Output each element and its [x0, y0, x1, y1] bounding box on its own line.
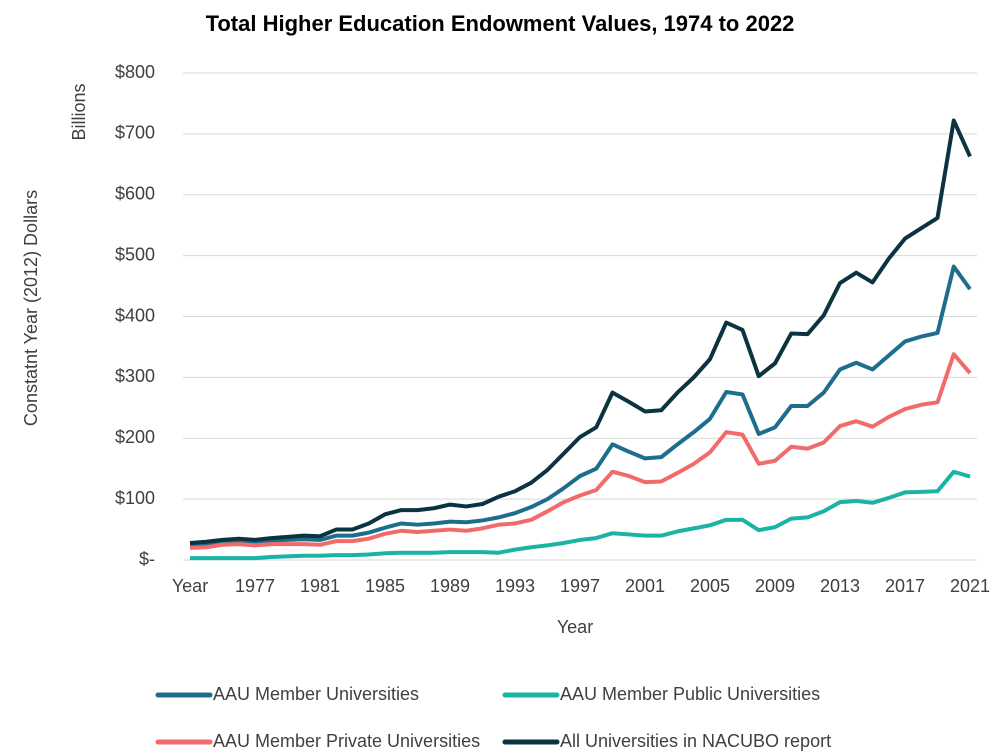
x-tick-label: 1993 — [495, 576, 535, 596]
y-axis-title: Constatnt Year (2012) Dollars — [21, 190, 41, 426]
x-tick-label: 1997 — [560, 576, 600, 596]
y-unit-label: Billions — [69, 83, 89, 140]
y-tick-label: $700 — [115, 123, 155, 143]
y-tick-label: $100 — [115, 488, 155, 508]
y-tick-label: $500 — [115, 244, 155, 264]
x-tick-label: 1981 — [300, 576, 340, 596]
chart-title: Total Higher Education Endowment Values,… — [206, 11, 795, 36]
x-axis-title: Year — [557, 617, 593, 637]
y-tick-label: $600 — [115, 184, 155, 204]
x-tick-label: 2017 — [885, 576, 925, 596]
series-line — [190, 469, 971, 561]
x-tick-label: 2021 — [950, 576, 990, 596]
legend-label: All Universities in NACUBO report — [560, 731, 831, 751]
x-tick-label: 1985 — [365, 576, 405, 596]
series-line — [189, 264, 972, 547]
y-tick-label: $- — [139, 549, 155, 569]
series-line — [189, 352, 972, 550]
x-tick-label: Year — [172, 576, 208, 596]
y-tick-label: $200 — [115, 427, 155, 447]
x-tick-label: 1989 — [430, 576, 470, 596]
series-line — [189, 118, 972, 545]
y-tick-label: $400 — [115, 305, 155, 325]
x-tick-label: 2001 — [625, 576, 665, 596]
x-tick-label: 1977 — [235, 576, 275, 596]
legend-label: AAU Member Private Universities — [213, 731, 480, 751]
legend-label: AAU Member Public Universities — [560, 684, 820, 704]
y-tick-label: $300 — [115, 366, 155, 386]
y-tick-label: $800 — [115, 62, 155, 82]
legend-label: AAU Member Universities — [213, 684, 419, 704]
x-tick-label: 2013 — [820, 576, 860, 596]
x-tick-label: 2005 — [690, 576, 730, 596]
x-tick-label: 2009 — [755, 576, 795, 596]
